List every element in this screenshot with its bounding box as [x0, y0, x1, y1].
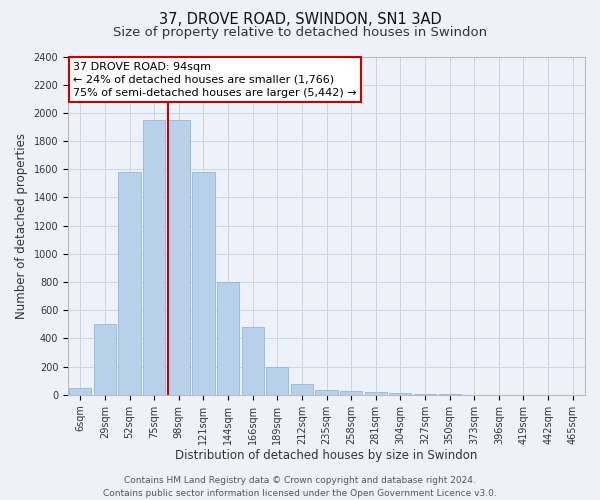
Bar — [316, 390, 338, 395]
Bar — [340, 392, 362, 395]
Bar — [414, 394, 436, 395]
Y-axis label: Number of detached properties: Number of detached properties — [15, 132, 28, 318]
Bar — [389, 394, 412, 395]
Bar — [118, 172, 140, 395]
Bar — [365, 392, 387, 395]
Bar — [193, 172, 215, 395]
Bar — [217, 282, 239, 395]
Bar — [143, 120, 165, 395]
Bar — [69, 388, 91, 395]
Bar — [94, 324, 116, 395]
X-axis label: Distribution of detached houses by size in Swindon: Distribution of detached houses by size … — [175, 450, 478, 462]
Text: 37, DROVE ROAD, SWINDON, SN1 3AD: 37, DROVE ROAD, SWINDON, SN1 3AD — [158, 12, 442, 28]
Bar — [266, 366, 289, 395]
Bar — [439, 394, 461, 395]
Bar — [291, 384, 313, 395]
Bar — [168, 120, 190, 395]
Text: Size of property relative to detached houses in Swindon: Size of property relative to detached ho… — [113, 26, 487, 39]
Bar — [242, 327, 264, 395]
Text: Contains HM Land Registry data © Crown copyright and database right 2024.
Contai: Contains HM Land Registry data © Crown c… — [103, 476, 497, 498]
Text: 37 DROVE ROAD: 94sqm
← 24% of detached houses are smaller (1,766)
75% of semi-de: 37 DROVE ROAD: 94sqm ← 24% of detached h… — [73, 62, 357, 98]
